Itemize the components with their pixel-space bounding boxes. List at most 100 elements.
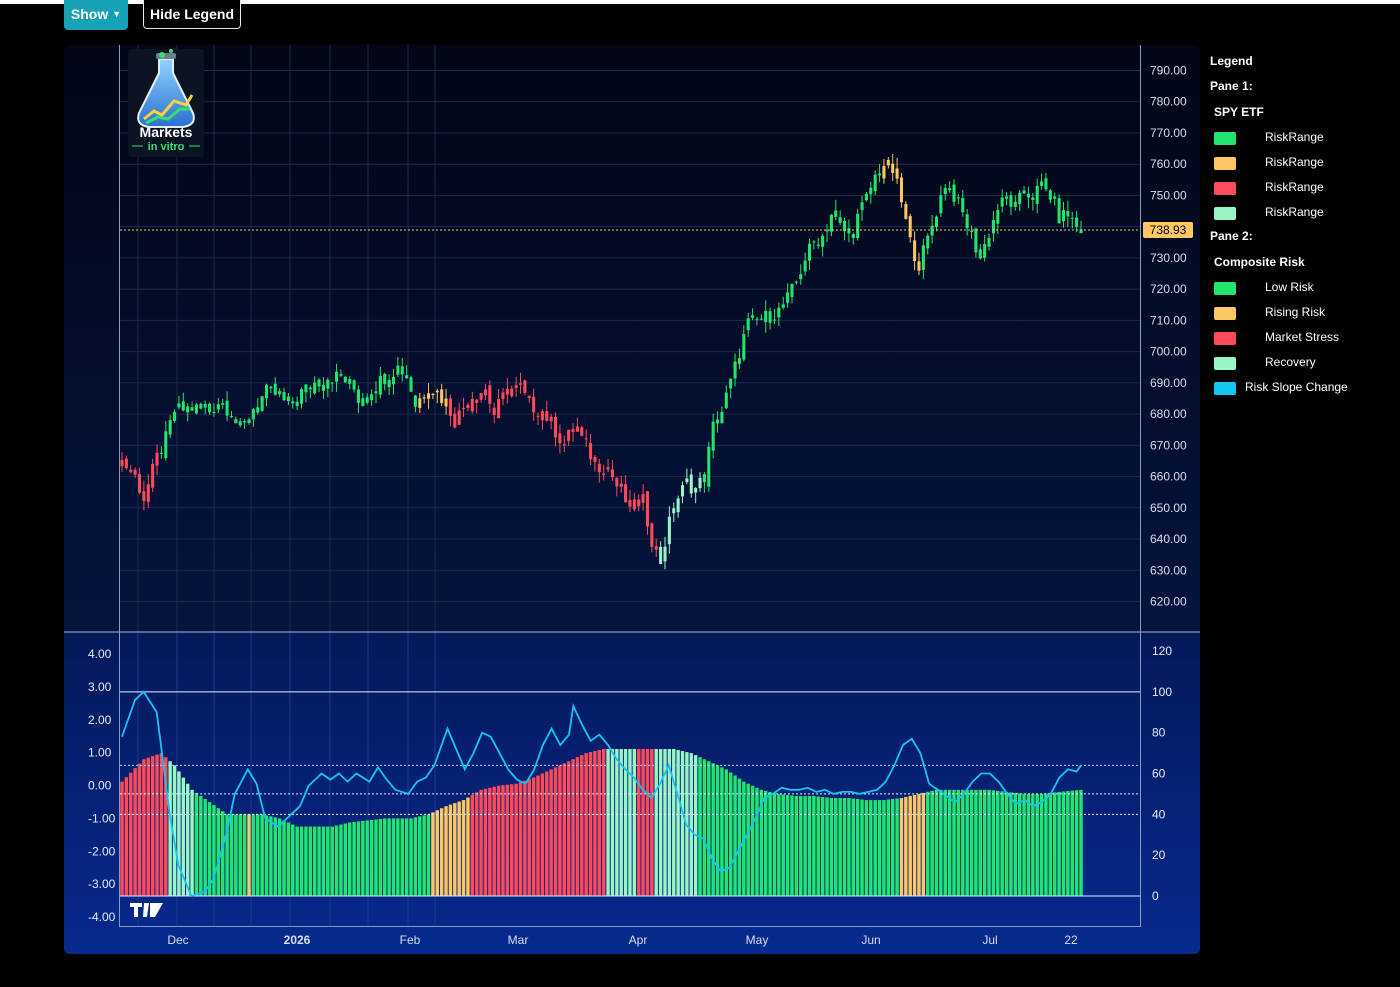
legend-swatch xyxy=(1214,157,1236,170)
risk-left-axis-label: -3.00 xyxy=(88,877,116,891)
risk-bar xyxy=(860,799,864,896)
risk-bar xyxy=(466,797,470,896)
risk-bar xyxy=(1079,789,1083,896)
risk-bar xyxy=(619,749,623,896)
legend-item[interactable]: Recovery xyxy=(1204,350,1394,375)
hide-legend-button[interactable]: Hide Legend xyxy=(143,0,241,29)
risk-bar xyxy=(190,789,194,896)
legend-swatch xyxy=(1214,132,1236,145)
show-dropdown-button[interactable]: Show ▼ xyxy=(64,0,128,30)
candle-body xyxy=(597,463,601,473)
time-axis-label: Feb xyxy=(400,933,421,947)
candle-body xyxy=(1035,185,1039,204)
candle-body xyxy=(965,214,969,229)
candle-body xyxy=(181,401,185,411)
price-axis-label: 710.00 xyxy=(1150,313,1187,327)
chart-container[interactable]: 790.00780.00770.00760.00750.00740.00730.… xyxy=(64,45,1200,954)
risk-bar xyxy=(947,789,952,896)
risk-bar xyxy=(185,783,190,896)
candle-body xyxy=(580,427,584,436)
risk-bar xyxy=(562,763,566,896)
chart-canvas[interactable]: 790.00780.00770.00760.00750.00740.00730.… xyxy=(64,45,1200,954)
legend-item[interactable]: Low Risk xyxy=(1204,275,1394,300)
price-axis-label: 730.00 xyxy=(1150,251,1187,265)
candle-body xyxy=(278,391,282,395)
risk-bar xyxy=(952,789,956,896)
markets-in-vitro-logo: Markets in vitro xyxy=(128,49,204,157)
candle-body xyxy=(203,404,207,408)
candle-body xyxy=(335,371,339,382)
legend-item[interactable]: Risk Slope Change xyxy=(1204,375,1394,400)
risk-bar xyxy=(886,799,891,896)
risk-bar xyxy=(251,814,256,896)
candle-body xyxy=(396,365,400,375)
candle-body xyxy=(225,400,229,416)
risk-bar xyxy=(242,814,247,896)
candle-body xyxy=(794,281,798,283)
candle-body xyxy=(913,240,917,262)
risk-bar xyxy=(461,800,466,896)
time-axis-label: May xyxy=(746,933,769,947)
candle-body xyxy=(698,477,702,489)
candle-body xyxy=(470,398,474,412)
time-axis-label: Dec xyxy=(167,933,188,947)
risk-bar xyxy=(396,818,400,896)
risk-bar xyxy=(483,788,488,896)
candle-body xyxy=(895,168,899,179)
legend-pane2-series: Composite Risk xyxy=(1214,255,1305,269)
legend-item[interactable]: RiskRange xyxy=(1204,125,1394,150)
legend-item[interactable]: RiskRange xyxy=(1204,200,1394,225)
risk-bar xyxy=(969,789,974,896)
candle-body xyxy=(1066,211,1070,217)
legend-item[interactable]: Market Stress xyxy=(1204,325,1394,350)
risk-bar xyxy=(838,798,842,896)
risk-bar xyxy=(672,749,676,896)
candle-body xyxy=(589,443,593,460)
candle-body xyxy=(120,460,124,467)
risk-bar xyxy=(834,798,838,896)
candle-body xyxy=(610,469,614,478)
risk-bar xyxy=(540,773,545,896)
risk-bar xyxy=(203,799,207,896)
candle-body xyxy=(540,411,544,421)
price-axis-label: 760.00 xyxy=(1150,157,1187,171)
legend-item[interactable]: Rising Risk xyxy=(1204,300,1394,325)
candle-body xyxy=(899,177,903,203)
candle-body xyxy=(1040,181,1044,186)
candle-body xyxy=(199,403,203,409)
risk-bar xyxy=(663,749,667,896)
candle-body xyxy=(133,469,137,475)
risk-bar xyxy=(229,814,234,896)
risk-bar xyxy=(374,819,378,896)
candle-body xyxy=(400,366,404,375)
candle-body xyxy=(672,508,676,514)
risk-bar xyxy=(606,749,610,896)
candle-body xyxy=(304,384,308,393)
candle-body xyxy=(742,334,746,360)
candle-body xyxy=(1005,196,1009,199)
risk-bar xyxy=(129,772,133,896)
risk-bar xyxy=(216,808,221,896)
risk-bar xyxy=(1000,791,1004,896)
candle-body xyxy=(343,376,347,383)
candle-body xyxy=(159,452,163,454)
candle-body xyxy=(921,245,925,270)
risk-bar xyxy=(991,790,996,896)
candle-body xyxy=(466,404,470,409)
risk-bar xyxy=(453,803,457,896)
candle-body xyxy=(934,216,939,228)
risk-bar xyxy=(177,771,181,896)
risk-bar xyxy=(1061,791,1066,896)
candle-body xyxy=(838,217,842,223)
legend-item[interactable]: RiskRange xyxy=(1204,150,1394,175)
risk-bar xyxy=(120,781,124,896)
risk-bar xyxy=(199,795,203,896)
legend-item[interactable]: RiskRange xyxy=(1204,175,1394,200)
risk-bar xyxy=(724,769,729,896)
price-axis-label: 670.00 xyxy=(1150,438,1187,452)
candle-body xyxy=(505,388,509,395)
candle-body xyxy=(553,417,558,438)
risk-left-axis-label: 0.00 xyxy=(88,779,112,793)
candle-body xyxy=(720,411,724,424)
risk-bar xyxy=(207,802,212,896)
